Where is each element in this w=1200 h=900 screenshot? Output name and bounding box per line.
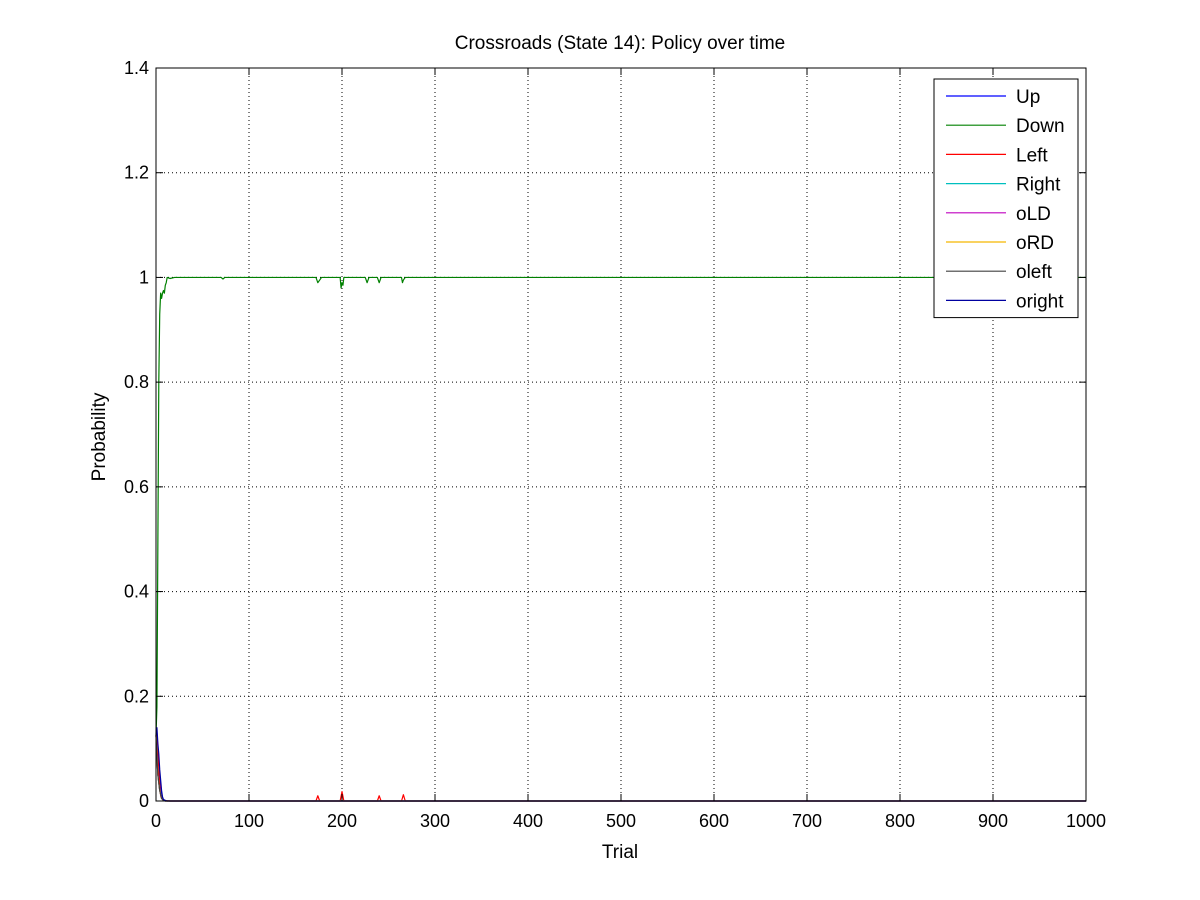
- x-tick-label: 400: [513, 811, 543, 831]
- x-tick-label: 600: [699, 811, 729, 831]
- y-tick-label: 1.2: [124, 163, 149, 183]
- legend-label-left: Left: [1016, 145, 1048, 166]
- legend-label-old: oLD: [1016, 204, 1051, 225]
- x-tick-label: 1000: [1066, 811, 1106, 831]
- y-tick-label: 0: [139, 791, 149, 811]
- legend-label-oleft: oleft: [1016, 262, 1053, 283]
- y-tick-label: 0.8: [124, 372, 149, 392]
- legend-label-ord: oRD: [1016, 233, 1054, 254]
- y-tick-label: 0.2: [124, 686, 149, 706]
- y-tick-label: 1: [139, 267, 149, 287]
- x-tick-label: 200: [327, 811, 357, 831]
- y-tick-label: 1.4: [124, 58, 149, 78]
- x-tick-label: 500: [606, 811, 636, 831]
- x-tick-label: 0: [151, 811, 161, 831]
- y-axis-title: Probability: [89, 392, 110, 481]
- y-axis-tick-labels: 0 0.2 0.4 0.6 0.8 1 1.2 1.4: [124, 58, 149, 811]
- plot-area: [155, 67, 1087, 802]
- legend-items: Up Down Left Right oLD oRD oleft oright: [946, 87, 1065, 312]
- x-tick-label: 800: [885, 811, 915, 831]
- plot-background: [156, 68, 1086, 801]
- x-tick-label: 900: [978, 811, 1008, 831]
- y-tick-label: 0.4: [124, 582, 149, 602]
- x-axis-tick-labels: 0 100 200 300 400 500 600 700 800 900 1000: [151, 811, 1106, 831]
- axis-ticks: [155, 67, 1087, 802]
- legend-label-oright: oright: [1016, 291, 1064, 312]
- y-tick-label: 0.6: [124, 477, 149, 497]
- x-tick-label: 300: [420, 811, 450, 831]
- x-tick-label: 700: [792, 811, 822, 831]
- legend-label-down: Down: [1016, 116, 1065, 137]
- legend-label-up: Up: [1016, 87, 1040, 108]
- x-tick-label: 100: [234, 811, 264, 831]
- legend-box: [933, 78, 1079, 319]
- x-axis-title: Trial: [602, 842, 638, 863]
- series-line-down: [155, 276, 1086, 736]
- legend: Up Down Left Right oLD oRD oleft oright: [933, 78, 1079, 319]
- chart-title: Crossroads (State 14): Policy over time: [455, 33, 786, 54]
- legend-label-right: Right: [1016, 175, 1061, 196]
